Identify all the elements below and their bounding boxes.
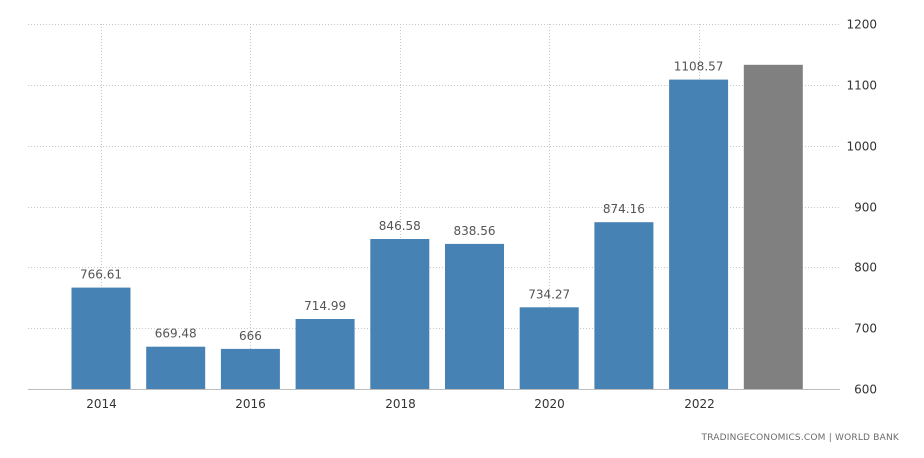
bar-2015 xyxy=(146,346,206,389)
bar-2020 xyxy=(519,307,579,389)
value-label: 1108.57 xyxy=(674,60,724,74)
y-tick-label: 1000 xyxy=(846,140,877,154)
x-axis: 2014 2016 2018 2020 2022 xyxy=(86,397,715,411)
value-label: 766.61 xyxy=(80,268,122,282)
bar-2021 xyxy=(594,222,654,389)
source-attribution: TRADINGECONOMICS.COM | WORLD BANK xyxy=(701,433,899,443)
bar-2014 xyxy=(71,287,131,389)
bar-2018 xyxy=(370,239,430,389)
value-label: 874.16 xyxy=(603,202,645,216)
y-tick-label: 700 xyxy=(854,322,877,336)
y-tick-label: 1100 xyxy=(846,79,877,93)
bar-2023-forecast xyxy=(743,64,803,390)
bar-2022 xyxy=(669,79,729,389)
bar-2017 xyxy=(295,319,355,389)
x-tick-label: 2020 xyxy=(534,397,565,411)
y-tick-label: 1200 xyxy=(846,18,877,32)
value-label: 846.58 xyxy=(379,219,421,233)
value-label: 734.27 xyxy=(528,287,570,301)
y-tick-label: 900 xyxy=(854,201,877,215)
x-tick-label: 2018 xyxy=(385,397,416,411)
value-label: 669.48 xyxy=(155,327,197,341)
value-label: 838.56 xyxy=(454,224,496,238)
value-label: 666 xyxy=(239,329,262,343)
bars xyxy=(71,64,803,390)
bar-2016 xyxy=(220,348,280,389)
bar-2019 xyxy=(445,243,504,389)
value-labels: 766.61 669.48 666 714.99 846.58 838.56 734.27 8… xyxy=(80,60,723,343)
y-tick-label: 600 xyxy=(854,383,877,397)
grid-lines xyxy=(28,24,840,390)
x-tick-label: 2022 xyxy=(684,397,715,411)
y-tick-label: 800 xyxy=(854,261,877,275)
value-label: 714.99 xyxy=(304,299,346,313)
x-tick-label: 2014 xyxy=(86,397,117,411)
x-tick-label: 2016 xyxy=(235,397,266,411)
y-axis: 600 700 800 900 1000 1100 1200 xyxy=(846,18,877,397)
